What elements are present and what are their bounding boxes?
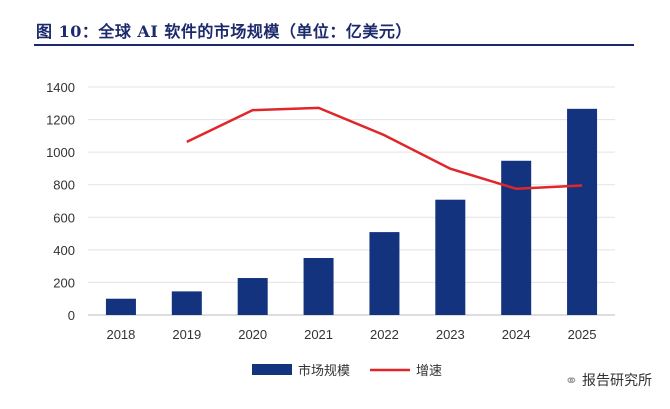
- wechat-icon: ⚭: [564, 370, 578, 390]
- y-tick-label: 800: [53, 178, 75, 193]
- x-tick-label: 2024: [502, 327, 531, 342]
- y-tick-label: 0: [68, 308, 75, 323]
- bar-2021: [303, 258, 334, 315]
- legend-label-bar: 市场规模: [298, 363, 350, 379]
- legend-swatch-bar: [252, 364, 292, 375]
- x-tick-label: 2019: [172, 327, 201, 342]
- bar-2018: [105, 298, 136, 315]
- y-tick-label: 600: [53, 210, 75, 225]
- y-tick-label: 400: [53, 243, 75, 258]
- watermark-text: 报告研究所: [582, 373, 652, 389]
- x-tick-label: 2022: [370, 327, 399, 342]
- y-tick-label: 200: [53, 275, 75, 290]
- bar-2020: [237, 278, 268, 315]
- x-tick-label: 2020: [238, 327, 267, 342]
- title-divider: [34, 44, 634, 46]
- x-tick-label: 2025: [568, 327, 597, 342]
- x-tick-label: 2023: [436, 327, 465, 342]
- x-tick-label: 2021: [304, 327, 333, 342]
- y-tick-label: 1200: [46, 113, 75, 128]
- bar-2025: [567, 108, 598, 315]
- bar-2019: [171, 291, 202, 315]
- chart-title: 图 10：全球 AI 软件的市场规模（单位：亿美元）: [36, 22, 412, 41]
- legend-label-line: 增速: [416, 364, 442, 379]
- bar-2023: [435, 199, 466, 315]
- watermark: ⚭ 报告研究所: [565, 370, 652, 390]
- y-tick-label: 1400: [46, 80, 75, 95]
- x-tick-label: 2018: [106, 327, 135, 342]
- bar-2022: [369, 232, 400, 315]
- bar-2024: [501, 160, 532, 315]
- y-tick-label: 1000: [46, 145, 75, 160]
